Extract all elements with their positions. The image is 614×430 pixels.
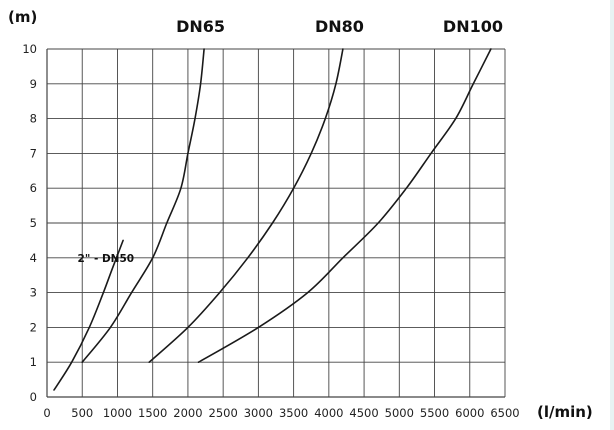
y-tick-label: 7 bbox=[30, 146, 37, 160]
x-tick-label: 500 bbox=[71, 406, 93, 420]
series-label: DN65 bbox=[176, 17, 225, 36]
x-tick-label: 2000 bbox=[173, 406, 202, 420]
y-tick-label: 5 bbox=[30, 216, 37, 230]
series-curve bbox=[148, 48, 344, 363]
grid-layer bbox=[46, 48, 506, 398]
x-tick-label: 6000 bbox=[455, 406, 484, 420]
x-tick-label: 1500 bbox=[138, 406, 167, 420]
y-tick-label: 8 bbox=[30, 112, 37, 126]
x-tick-label: 5000 bbox=[385, 406, 414, 420]
y-tick-label: 3 bbox=[30, 286, 37, 300]
x-tick-label: 1000 bbox=[103, 406, 132, 420]
x-tick-label: 6500 bbox=[490, 406, 519, 420]
y-tick-label: 1 bbox=[30, 355, 37, 369]
x-unit-label: (l/min) bbox=[537, 403, 593, 421]
x-tick-label: 3000 bbox=[244, 406, 273, 420]
curve-layer bbox=[53, 48, 492, 391]
x-tick-label: 4500 bbox=[349, 406, 378, 420]
y-tick-label: 6 bbox=[30, 181, 37, 195]
x-tick-label: 2500 bbox=[209, 406, 238, 420]
series-curve bbox=[81, 48, 205, 363]
series-curve bbox=[53, 239, 124, 391]
y-tick-label: 4 bbox=[30, 251, 37, 265]
y-tick-label: 9 bbox=[30, 77, 37, 91]
y-unit-label: (m) bbox=[8, 8, 37, 26]
series-label: 2" - DN50 bbox=[78, 253, 135, 265]
x-tick-label: 4000 bbox=[314, 406, 343, 420]
x-tick-label: 3500 bbox=[279, 406, 308, 420]
series-label: DN80 bbox=[315, 17, 364, 36]
series-label: DN100 bbox=[443, 17, 503, 36]
x-tick-label: 0 bbox=[43, 406, 50, 420]
series-curve bbox=[197, 48, 492, 363]
y-tick-label: 10 bbox=[22, 42, 37, 56]
y-tick-label: 0 bbox=[30, 390, 37, 404]
x-tick-label: 5500 bbox=[420, 406, 449, 420]
y-tick-label: 2 bbox=[30, 320, 37, 334]
label-layer: (m) (l/min) 2" - DN50 DN65 DN80 DN100 bbox=[8, 8, 593, 421]
axis-layer: 0 500 1000 1500 2000 2500 3000 3500 4000 4500 5000… bbox=[22, 42, 519, 420]
edge-strip bbox=[610, 0, 614, 430]
